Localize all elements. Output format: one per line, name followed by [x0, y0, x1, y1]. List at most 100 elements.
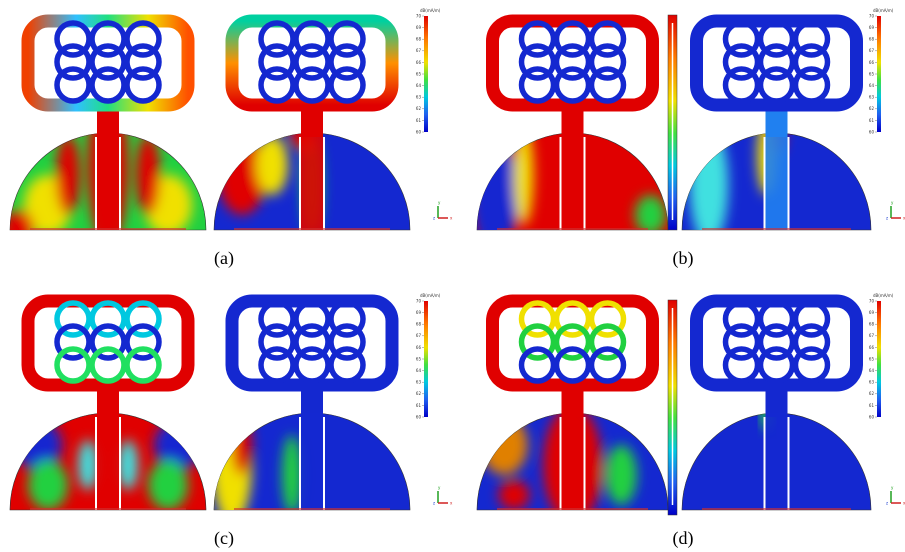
axis-label: x	[450, 501, 453, 506]
caption: (c)	[214, 528, 234, 549]
colorbar-tick-label: 62	[416, 106, 422, 111]
colorbar-tick-label: 70	[416, 13, 422, 18]
colorbar-tick-label: 64	[869, 83, 875, 88]
antenna	[10, 301, 206, 510]
colorbar-tick-label: 67	[416, 48, 422, 53]
colorbar-tick-label: 63	[416, 95, 422, 100]
stem-line	[97, 413, 119, 510]
colorbar-tick-label: 67	[869, 48, 875, 53]
axis-triad: yxz	[886, 485, 905, 506]
colorbar-tick-label: 60	[416, 414, 422, 419]
colorbar-tick-label: 64	[869, 368, 875, 373]
antenna	[471, 21, 668, 255]
frame	[493, 21, 653, 105]
current-blob	[471, 135, 518, 255]
colorbar-scale	[877, 16, 881, 132]
colorbar-tick-label: 67	[416, 333, 422, 338]
caption: (d)	[673, 528, 694, 549]
axis-label: z	[433, 216, 435, 221]
current-blob	[2, 210, 34, 250]
frame	[232, 301, 392, 385]
current-blob	[28, 460, 68, 510]
antenna	[212, 301, 410, 525]
colorbar-unit: dB(mA/m)	[420, 293, 441, 298]
colorbar-tick-label: 68	[416, 322, 422, 327]
current-blob	[56, 135, 80, 215]
colorbar-tick-label: 62	[869, 106, 875, 111]
antenna	[2, 21, 206, 250]
axis-label: z	[886, 501, 888, 506]
colorbar-tick-label: 65	[416, 71, 422, 76]
colorbar-tick-label: 65	[869, 71, 875, 76]
colorbar-scale	[424, 16, 428, 132]
colorbar-tick-label: 60	[416, 129, 422, 134]
stem-line	[562, 413, 584, 510]
current-blob	[498, 480, 529, 510]
frame	[232, 21, 392, 105]
colorbar-tick-label: 69	[416, 310, 422, 315]
frame	[697, 301, 857, 385]
current-blob	[606, 445, 637, 505]
colorbar-tick-label: 64	[416, 368, 422, 373]
axis-triad: y x z	[433, 485, 453, 506]
panels: dB(mA/m)7069686766656463626160yxzdB(mA/m…	[2, 8, 905, 525]
current-blob	[481, 415, 528, 475]
axis-label: y	[891, 485, 894, 490]
antenna	[682, 21, 871, 245]
current-blob	[148, 460, 188, 510]
colorbar-tick-label: 69	[416, 25, 422, 30]
colorbar-tick-label: 61	[869, 118, 875, 123]
current-blob	[232, 415, 252, 475]
colorbar-unit: dB(mA/m)	[873, 293, 894, 298]
colorbar-tick-label: 70	[869, 298, 875, 303]
colorbar-tick-label: 70	[869, 13, 875, 18]
colorbar-tick-label: 66	[869, 60, 875, 65]
stem-line	[766, 413, 788, 510]
colorbar-tick-label: 68	[416, 37, 422, 42]
colorbar-tick-label: 63	[869, 380, 875, 385]
axis-label: y	[438, 485, 441, 490]
colorbar-tick-label: 68	[869, 322, 875, 327]
frame	[28, 21, 188, 105]
colorbar-tick-label: 67	[869, 333, 875, 338]
axis-label: z	[433, 501, 435, 506]
colorbar-unit: dB(mA/m)	[420, 8, 441, 13]
caption: (a)	[214, 248, 234, 269]
current-blob	[514, 125, 534, 225]
current-blob	[136, 135, 160, 215]
colorbar-tick-label: 61	[416, 118, 422, 123]
colorbar-tick-label: 70	[416, 298, 422, 303]
colorbar: dB(mA/m)7069686766656463626160	[869, 8, 894, 134]
colorbar-tick-label: 63	[869, 95, 875, 100]
colorbar-tick-label: 60	[869, 414, 875, 419]
axis-triad: yxz	[886, 200, 905, 221]
stem-line	[97, 133, 119, 230]
frame	[28, 301, 188, 385]
colorbar-tick-label: 62	[416, 391, 422, 396]
current-blob	[256, 135, 288, 195]
axis-label: y	[891, 200, 894, 205]
colorbar-tick-label: 65	[869, 356, 875, 361]
colorbar-tick-label: 66	[416, 345, 422, 350]
frame	[697, 21, 857, 105]
colorbar-tick-label: 61	[416, 403, 422, 408]
stem-line	[301, 133, 323, 230]
stem-line	[766, 133, 788, 230]
colorbar-scale	[424, 301, 428, 417]
stem-line	[562, 133, 584, 230]
colorbar-tick-label: 62	[869, 391, 875, 396]
colorbar-tick-label: 69	[869, 310, 875, 315]
colorbar-tick-label: 65	[416, 356, 422, 361]
colorbar-tick-label: 66	[869, 345, 875, 350]
colorbar-tick-label: 61	[869, 403, 875, 408]
current-blob	[690, 125, 729, 245]
antenna	[682, 301, 871, 510]
antenna	[214, 21, 410, 235]
stem-line	[301, 413, 323, 510]
colorbar-tick-label: 63	[416, 380, 422, 385]
colorbar: dB(mA/m)70 69 68 67 66 65 64 63 62 61 60	[869, 293, 894, 419]
colorbar: dB(mA/m)70 69 68 67 66 65 64 63 62 61 60	[416, 293, 441, 419]
antenna	[477, 301, 668, 525]
colorbar-tick-label: 68	[869, 37, 875, 42]
